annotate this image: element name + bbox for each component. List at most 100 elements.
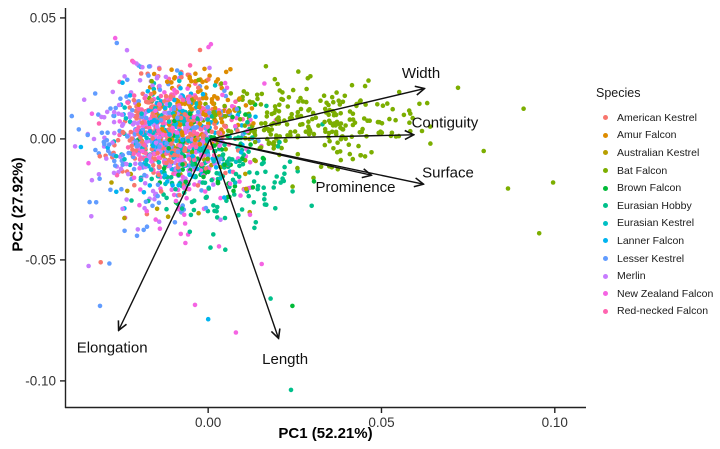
data-point — [157, 102, 163, 107]
data-point — [118, 166, 124, 171]
data-point — [124, 197, 129, 202]
data-point — [271, 146, 276, 151]
data-point — [127, 93, 133, 98]
data-point — [235, 128, 240, 133]
data-point — [230, 157, 235, 162]
data-point — [277, 88, 282, 93]
data-point — [224, 198, 229, 204]
data-point — [213, 125, 219, 130]
legend-item-label: American Kestrel — [617, 111, 697, 124]
loading-label-width: Width — [402, 65, 440, 82]
data-point — [231, 188, 236, 194]
legend-swatch-dot-icon — [603, 185, 608, 191]
data-point — [427, 124, 433, 129]
data-point — [205, 121, 211, 126]
data-point — [268, 296, 273, 301]
data-point — [148, 167, 154, 172]
data-point — [112, 158, 117, 164]
loading-label-length: Length — [262, 351, 308, 368]
data-point — [272, 104, 278, 109]
data-point — [385, 101, 390, 106]
data-point — [86, 263, 91, 269]
legend-item: Bat Falcon — [596, 162, 718, 180]
data-point — [131, 93, 137, 98]
data-point — [187, 111, 193, 117]
data-point — [167, 137, 172, 143]
data-point — [197, 101, 203, 106]
data-point — [191, 114, 197, 120]
data-point — [111, 113, 116, 118]
data-point — [150, 188, 156, 194]
data-point — [173, 186, 178, 192]
data-point — [296, 99, 301, 104]
data-point — [258, 102, 264, 107]
data-point — [158, 117, 164, 123]
data-point — [310, 116, 315, 122]
data-point — [252, 139, 258, 145]
data-point — [282, 164, 287, 170]
data-point — [110, 89, 116, 95]
data-point — [149, 159, 154, 164]
data-point — [180, 138, 185, 143]
data-point — [210, 101, 216, 107]
data-point — [179, 206, 185, 211]
legend-item-label: Amur Falcon — [617, 129, 677, 142]
data-point — [168, 175, 174, 180]
data-point — [113, 105, 118, 111]
data-point — [172, 118, 177, 124]
data-point — [165, 179, 170, 184]
data-point — [162, 105, 168, 111]
data-point — [246, 193, 251, 199]
data-point — [304, 86, 309, 92]
plot-area: 0.00 0.05 0.10 0.05 0.00 -0.05 -0.10 Width Conti… — [25, 8, 586, 430]
data-point — [352, 120, 358, 125]
data-point — [185, 86, 190, 91]
data-point — [212, 143, 217, 148]
data-point — [191, 207, 197, 213]
data-point — [108, 106, 113, 111]
legend-swatch-dot-icon — [603, 291, 608, 297]
data-point — [284, 122, 290, 127]
data-point — [154, 206, 160, 212]
data-point — [209, 114, 215, 119]
data-point — [214, 170, 219, 176]
data-point — [188, 131, 193, 137]
data-point — [331, 146, 336, 151]
data-point — [322, 119, 327, 125]
data-point — [243, 186, 249, 192]
data-point — [424, 100, 430, 106]
data-point — [181, 212, 187, 218]
data-point — [130, 108, 135, 113]
data-point — [157, 83, 162, 89]
data-point — [157, 106, 162, 112]
data-point — [297, 122, 303, 127]
data-point — [120, 152, 126, 158]
data-point — [164, 160, 169, 166]
data-point — [212, 105, 218, 111]
data-point — [213, 118, 218, 124]
data-point — [340, 99, 346, 105]
data-point — [233, 123, 238, 129]
legend-swatch-dot-icon — [603, 132, 608, 138]
data-point — [190, 125, 196, 130]
data-point — [183, 125, 188, 131]
data-point — [245, 120, 250, 125]
data-point — [223, 247, 228, 252]
data-point — [136, 143, 141, 148]
data-point — [239, 207, 245, 212]
data-point — [170, 128, 176, 134]
data-point — [157, 144, 162, 149]
data-point — [195, 183, 201, 188]
data-point — [255, 186, 260, 192]
data-point — [144, 135, 149, 141]
data-point — [375, 102, 380, 107]
data-point — [288, 387, 294, 393]
data-point — [150, 143, 156, 149]
data-point — [215, 77, 221, 82]
data-point — [306, 108, 311, 113]
data-point — [169, 80, 174, 85]
data-point — [160, 132, 166, 137]
data-point — [536, 231, 542, 236]
data-point — [211, 182, 216, 187]
data-point — [225, 109, 231, 115]
